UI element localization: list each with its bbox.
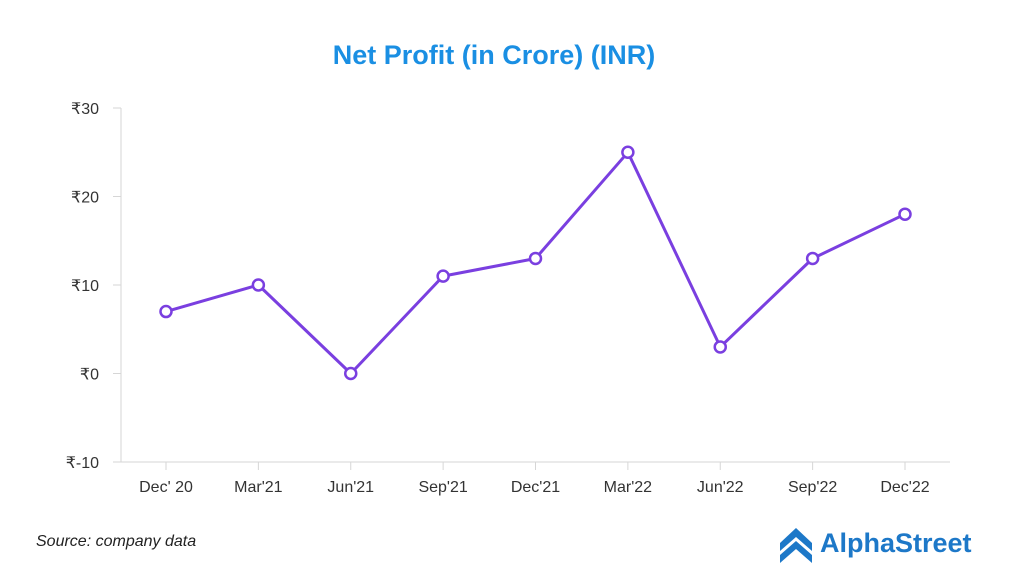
x-tick-label: Sep'21 [418,479,467,496]
data-point [251,278,266,292]
y-tick-label: ₹10 [71,278,99,295]
alphastreet-logo: AlphaStreet [780,528,972,563]
alphastreet-logo-icon [780,528,812,563]
y-tick-label: ₹30 [71,101,99,118]
data-point [621,145,635,159]
y-tick-label: ₹0 [80,367,99,384]
x-tick-label: Mar'22 [604,479,653,496]
data-point [805,251,820,266]
x-tick-label: Dec'21 [511,479,560,496]
data-point [344,366,358,381]
x-tick-label: Sep'22 [788,479,837,496]
y-axis-ticks: ₹30 ₹20 ₹10 ₹0 ₹-10 [66,101,121,472]
x-tick-label: Dec'22 [880,479,929,496]
y-tick-label: ₹20 [71,190,99,207]
x-tick-label: Jun'22 [697,479,744,496]
data-point [436,269,450,283]
x-tick-label: Mar'21 [234,479,283,496]
brand-name: AlphaStreet [820,528,972,558]
x-tick-label: Dec' 20 [139,479,193,496]
x-tick-label: Jun'21 [327,479,374,496]
x-axis-ticks: Dec' 20 Mar'21 Jun'21 Sep'21 Dec'21 Mar'22 Jun… [139,462,930,496]
y-tick-label: ₹-10 [66,455,99,472]
data-point [528,251,543,266]
data-point [159,304,173,319]
series-points [159,145,912,381]
chart-axes [120,108,950,463]
data-point [898,207,912,221]
data-point [713,340,727,354]
source-note: Source: company data [36,533,196,550]
chart-title: Net Profit (in Crore) (INR) [333,40,655,70]
